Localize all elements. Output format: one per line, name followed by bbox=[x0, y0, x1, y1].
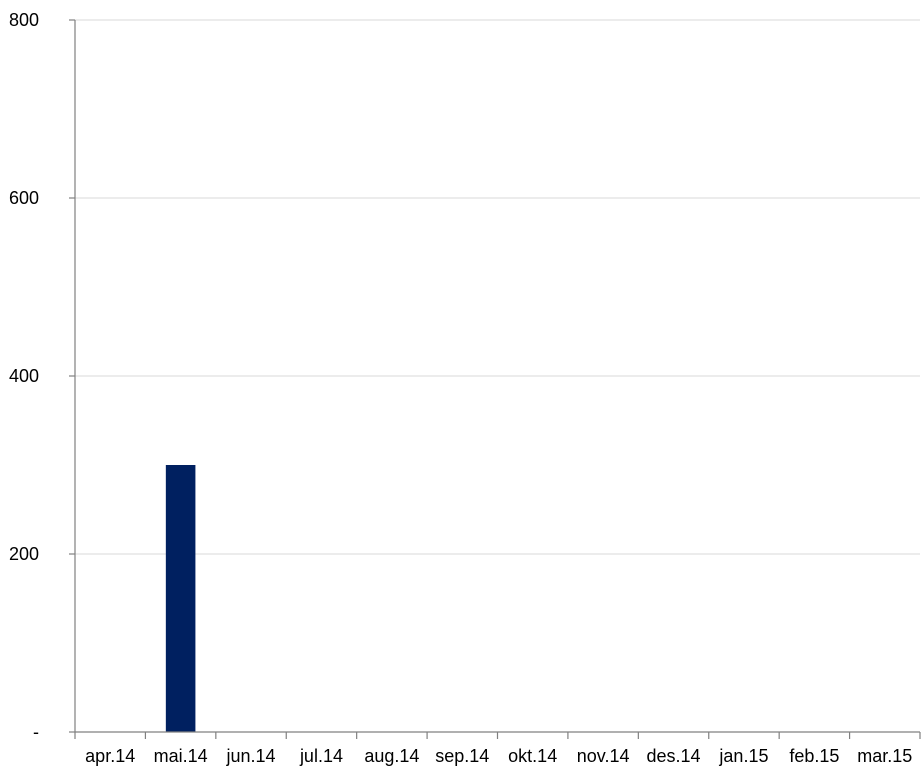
tick-labels: - 200 400 600 800 apr.14 mai.14 jun.14 jul.14 aug… bbox=[9, 10, 912, 766]
x-tick-label: okt.14 bbox=[508, 746, 557, 766]
x-tick-label: mar.15 bbox=[857, 746, 912, 766]
axes bbox=[69, 19, 921, 739]
x-tick-label: apr.14 bbox=[85, 746, 135, 766]
x-tick-label: jun.14 bbox=[226, 746, 276, 766]
y-tick-label: 800 bbox=[9, 10, 39, 30]
x-tick-label: jan.15 bbox=[718, 746, 768, 766]
bar-mai.14 bbox=[165, 465, 196, 732]
x-tick-label: mai.14 bbox=[154, 746, 208, 766]
x-tick-label: aug.14 bbox=[364, 746, 419, 766]
x-tick-label: nov.14 bbox=[577, 746, 630, 766]
gridlines bbox=[75, 19, 920, 555]
y-tick-label: 400 bbox=[9, 366, 39, 386]
x-tick-label: feb.15 bbox=[789, 746, 839, 766]
y-tick-label: 600 bbox=[9, 188, 39, 208]
x-tick-label: jul.14 bbox=[299, 746, 343, 766]
bars bbox=[165, 465, 196, 732]
x-tick-label: des.14 bbox=[647, 746, 701, 766]
y-tick-label: - bbox=[33, 722, 39, 742]
y-tick-label: 200 bbox=[9, 544, 39, 564]
x-tick-label: sep.14 bbox=[435, 746, 489, 766]
